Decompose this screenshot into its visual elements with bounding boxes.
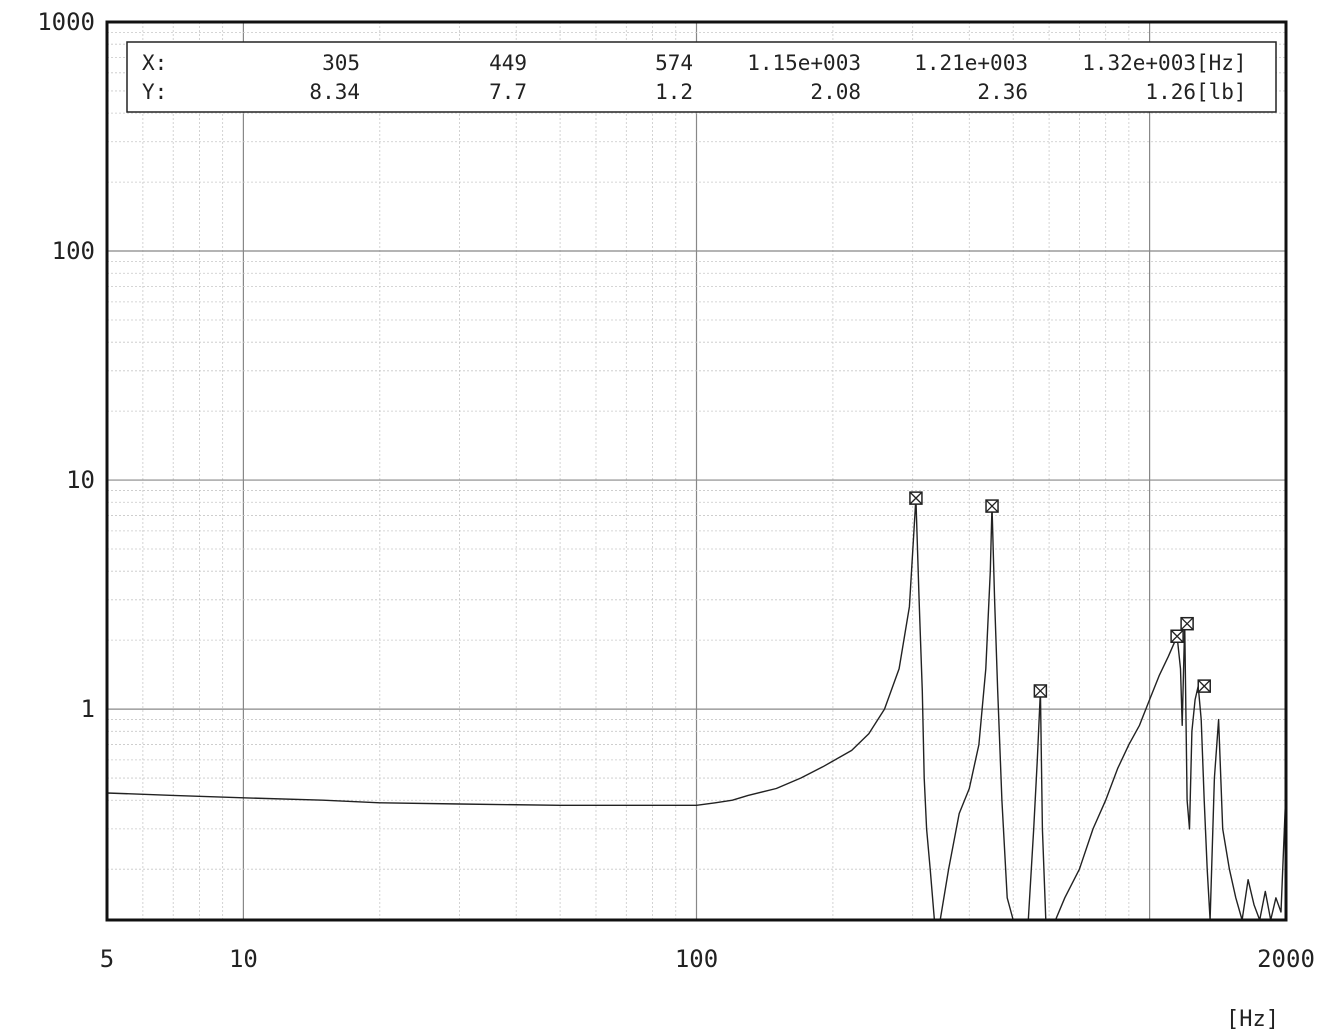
readout-y-value: 1.2	[655, 80, 693, 104]
peak-marker-cross	[909, 491, 923, 505]
y-tick-label: 1	[81, 695, 95, 723]
peak-marker	[1197, 679, 1211, 693]
peak-marker	[909, 491, 923, 505]
marker-readout-box: X: Y: 305 449 574 1.15e+003 1.21e+003 1.32e+0…	[126, 41, 1277, 113]
x-axis-unit-label: [Hz]	[1226, 1007, 1279, 1032]
readout-x-value: 1.15e+003	[747, 51, 861, 75]
readout-x-value: 574	[655, 51, 693, 75]
readout-y-value: 2.08	[810, 80, 861, 104]
readout-x-value: 1.21e+003	[914, 51, 1028, 75]
peak-marker	[1180, 616, 1194, 631]
peak-marker	[985, 499, 999, 513]
grid-lines	[106, 21, 1287, 920]
x-tick-label: 2000	[1257, 945, 1315, 973]
chart-marks	[106, 491, 1287, 921]
readout-y-value: 8.34	[309, 80, 360, 104]
plot-frame	[105, 20, 1288, 922]
readout-x-value: 305	[322, 51, 360, 75]
y-tick-label: 10	[66, 466, 95, 494]
peak-marker-cross	[1197, 679, 1211, 693]
readout-x-value: 449	[489, 51, 527, 75]
readout-y-value: 2.36	[977, 80, 1028, 104]
readout-y-unit: [lb]	[1196, 80, 1247, 104]
y-tick-label: 1000	[37, 8, 95, 36]
readout-values: 305 449 574 1.15e+003 1.21e+003 1.32e+003 8.34…	[309, 51, 1196, 104]
x-tick-label: 5	[100, 945, 114, 973]
spectrum-line	[106, 497, 1287, 921]
axis-tick-labels: 5 10 100 2000 1000 100 10 1	[37, 8, 1315, 973]
peak-marker-cross	[1170, 629, 1184, 643]
readout-y-value: 1.26	[1145, 80, 1196, 104]
peak-marker-cross	[1033, 684, 1047, 698]
y-tick-label: 100	[52, 237, 95, 265]
readout-y-value: 7.7	[489, 80, 527, 104]
peak-marker	[1033, 684, 1048, 698]
readout-x-unit: [Hz]	[1196, 51, 1247, 75]
x-tick-label: 10	[229, 945, 258, 973]
x-tick-label: 100	[675, 945, 718, 973]
peak-marker-cross	[985, 499, 999, 513]
readout-x-value: 1.32e+003	[1082, 51, 1196, 75]
readout-y-label: Y:	[142, 80, 167, 104]
peak-marker-cross	[1180, 617, 1194, 631]
peak-marker	[1170, 629, 1184, 644]
readout-frame	[126, 41, 1277, 113]
readout-x-label: X:	[142, 51, 167, 75]
